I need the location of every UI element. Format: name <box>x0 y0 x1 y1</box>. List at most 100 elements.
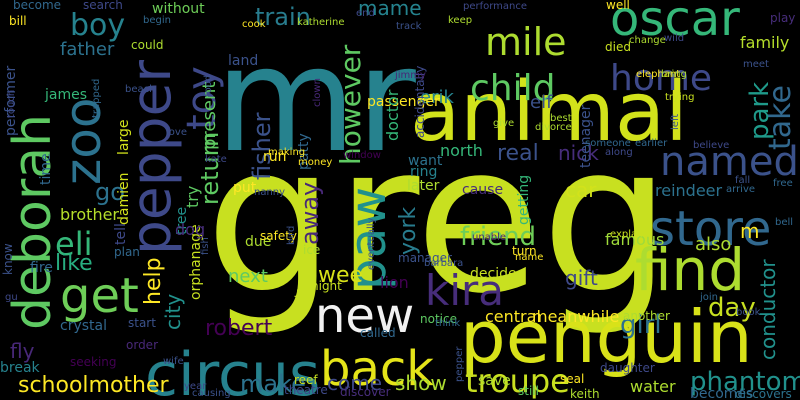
word-track: track <box>396 21 422 32</box>
word-meet: meet <box>743 59 769 70</box>
word-making: making <box>268 147 305 158</box>
word-return: return <box>196 132 224 205</box>
word-m: m <box>740 219 759 243</box>
word-discovers: discovers <box>735 387 792 400</box>
word-barbara: barbara <box>424 258 463 269</box>
word-wife: wife <box>163 356 184 367</box>
word-jimmy: jimmy <box>394 70 426 81</box>
word-kira: kira <box>425 266 504 315</box>
word-present: present <box>199 82 220 150</box>
word-car: car <box>565 178 597 202</box>
word-well: well <box>606 0 630 12</box>
word-bell: bell <box>775 217 793 228</box>
word-teenager: teenager <box>578 104 594 168</box>
word-ring: ring <box>410 164 437 180</box>
word-find: find <box>635 236 745 304</box>
word-erik: erik <box>420 87 454 108</box>
word-next: next <box>228 266 268 287</box>
word-robert: robert <box>205 316 273 341</box>
word-performance: performance <box>463 1 527 12</box>
word-also: also <box>695 234 731 255</box>
word-make: make <box>240 370 306 398</box>
word-pole: pole <box>293 287 307 313</box>
word-passenger: passenger <box>367 94 440 110</box>
word-start: start <box>128 316 156 330</box>
word-north: north <box>440 141 483 160</box>
word-girl: girl <box>620 310 662 340</box>
word-become: become <box>13 0 61 12</box>
word-come: come <box>327 371 382 395</box>
word-reindeer: reindeer <box>655 181 723 200</box>
word-bird: bird <box>286 226 297 245</box>
word-new: new <box>315 288 414 344</box>
word-york: york <box>396 206 421 255</box>
word-bring: bring <box>661 69 687 80</box>
word-phantom: phantom <box>690 367 800 397</box>
word-store: store <box>650 201 771 257</box>
word-wee: wee <box>318 263 363 288</box>
word-seal: seal <box>560 372 584 386</box>
word-join: join <box>699 292 718 303</box>
word-fire: fire <box>30 260 53 276</box>
word-play: play <box>770 11 795 25</box>
word-turn: turn <box>512 244 537 258</box>
word-safety: safety <box>260 229 297 243</box>
word-plan: plan <box>114 245 140 259</box>
word-toy: toy <box>179 66 225 130</box>
word-like: like <box>55 251 93 276</box>
word-fly: fly <box>10 339 35 363</box>
word-fish: fish <box>200 237 211 255</box>
word-manager: manager <box>398 251 452 265</box>
word-touch: touch <box>6 90 17 118</box>
word-night: night <box>311 279 342 293</box>
word-end: end <box>356 8 375 19</box>
word-trapped: trapped <box>91 79 102 118</box>
word-orphanage: orphanage <box>188 224 204 300</box>
word-oscar: oscar <box>610 0 740 47</box>
word-free: free <box>773 178 793 189</box>
word-family: family <box>740 33 789 52</box>
word-mr: mr <box>215 16 416 185</box>
word-performer: performer <box>3 65 19 136</box>
word-lion: lion <box>380 273 409 292</box>
word-father: father <box>60 39 115 60</box>
word-brother: brother <box>60 205 119 224</box>
word-eli: eli <box>55 225 92 263</box>
word-keep: keep <box>448 15 472 26</box>
word-search: search <box>83 0 123 12</box>
word-deborah: deborah <box>3 114 63 330</box>
word-clown: clown <box>312 78 323 107</box>
word-troupe: troupe <box>465 362 570 400</box>
word-know: know <box>1 243 15 275</box>
word-earlier: earlier <box>635 138 668 149</box>
word-train: train <box>255 3 311 31</box>
word-child: child <box>470 68 555 109</box>
word-circus: circus <box>145 340 320 400</box>
word-unable: unable <box>472 232 506 243</box>
word-friend: friend <box>460 222 536 252</box>
word-explains: explains <box>610 229 651 240</box>
word-take: take <box>763 85 798 150</box>
word-pepper: pepper <box>119 60 183 255</box>
word-damien: damien <box>116 173 132 225</box>
word-money: money <box>298 157 332 168</box>
word-zoo: zoo <box>54 98 112 185</box>
word-water: water <box>630 377 676 396</box>
word-later: later <box>407 178 440 194</box>
word-change: change <box>629 35 666 46</box>
word-patty: patty <box>296 133 312 170</box>
word-however: however <box>334 44 367 165</box>
word-named: named <box>660 139 799 185</box>
word-pepper: pepper <box>454 346 465 382</box>
word-someone: someone <box>585 138 631 149</box>
word-nick: nick <box>558 141 599 165</box>
word-land: land <box>228 53 258 69</box>
word-elephant: elephant <box>636 69 680 80</box>
word-away: away <box>296 182 324 245</box>
word-home: home <box>610 58 712 99</box>
word-dog: dog <box>175 220 205 239</box>
word-along: along <box>605 147 633 158</box>
word-gift: gift <box>565 266 598 290</box>
